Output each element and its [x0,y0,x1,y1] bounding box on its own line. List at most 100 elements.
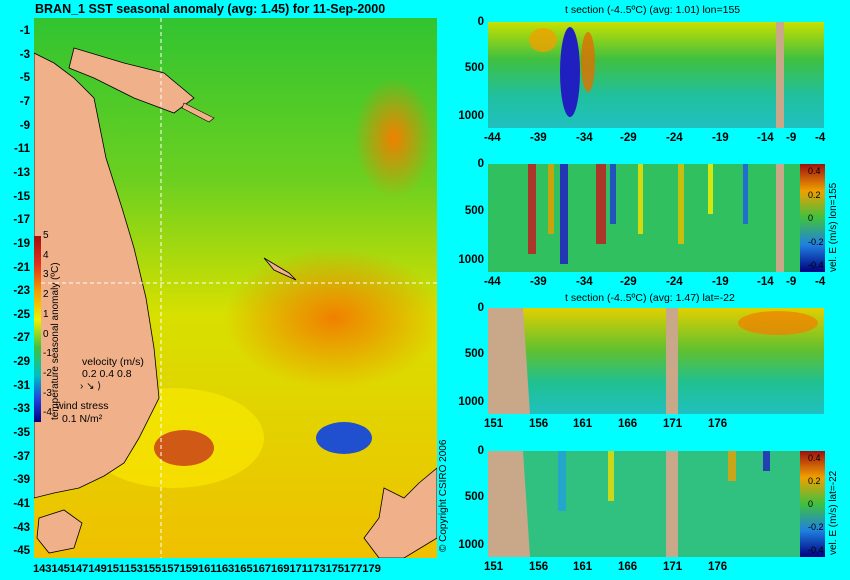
section-x-tick-label: 176 [708,418,728,430]
section-x-tick-label: -4 [815,132,826,144]
section-x-tick-label: -24 [666,132,683,144]
map-title: BRAN_1 SST seasonal anomaly (avg: 1.45) … [35,2,386,16]
cold-anomaly-patch [316,422,372,454]
depth-tick-label: 0 [477,158,484,170]
section-x-tick-label: -44 [484,276,501,288]
panel2-section[interactable] [488,164,800,272]
depth-tick-label: 500 [464,348,484,360]
tasmania-landmass [36,509,83,554]
new-zealand-landmass [363,467,437,558]
section-x-tick-label: -9 [786,276,797,288]
section-x-tick-label: 151 [484,418,504,430]
section-x-tick-label: -19 [712,276,729,288]
section-x-tick-label: 166 [618,561,638,573]
panel4-side-label: vel. E (m/s) lat=-22 [828,470,839,555]
map-colorbar-tick: 2 [43,289,49,301]
depth-tick-label: 500 [464,62,484,74]
solomon-islands [181,102,215,123]
warm-anomaly-patch [224,248,437,388]
velocity-colorbar-tick: 0 [808,499,814,509]
section-x-tick-label: 161 [573,561,593,573]
latitude-tick-label: -41 [13,498,30,510]
velocity-colorbar-tick: 0.4 [808,453,821,463]
latitude-tick-label: -23 [13,285,30,298]
map-colorbar-tick: 4 [43,249,49,261]
map-colorbar-tick: 3 [43,269,49,281]
latitude-tick-label: -27 [13,332,30,345]
section-x-tick-label: -39 [530,276,547,288]
velocity-key-values: 0.2 0.4 0.8 [82,368,132,380]
depth-tick-label: 0 [477,302,484,314]
section-x-tick-label: 151 [484,561,504,573]
latitude-tick-label: -29 [13,356,30,369]
map-colorbar-tick: -4 [43,407,52,419]
section-x-tick-label: -29 [620,276,637,288]
section-x-tick-label: 156 [529,418,549,430]
panel4-colorbar [800,451,825,557]
section-x-tick-label: -39 [530,132,547,144]
section-x-tick-label: -9 [786,132,797,144]
panel1-title: t section (-4..5ºC) (avg: 1.01) lon=155 [565,4,741,16]
map-colorbar-label: temperature seasonal anomaly (ºC) [50,262,61,420]
warm-anomaly-patch [354,78,434,198]
velocity-colorbar-tick: -0.2 [808,522,824,532]
section-x-tick-label: -14 [757,276,774,288]
section-x-tick-label: -29 [620,132,637,144]
latitude-tick-label: -9 [19,119,30,132]
sst-map[interactable] [34,18,437,558]
map-colorbar-tick: 5 [43,230,49,241]
latitude-tick-label: -13 [13,166,30,179]
velocity-colorbar-tick: 0.2 [808,476,821,486]
latitude-tick-label: -37 [13,450,30,463]
latitude-tick-label: -35 [13,427,30,440]
panel2-colorbar [800,164,825,272]
section-x-tick-label: -24 [666,276,683,288]
velocity-colorbar-tick: -0.4 [808,545,824,555]
latitude-tick-label: -7 [19,95,30,108]
section-x-tick-label: 161 [573,418,593,430]
longitude-axis: 1431451471491511531551571591611631651671… [33,563,381,575]
velocity-key-arrows: › ↘ ⟩ [80,381,102,392]
latitude-tick-label: -43 [13,521,30,534]
wind-stress-key-value: 0.1 N/m² [62,413,103,425]
panel3-title: t section (-4..5ºC) (avg: 1.47) lat=-22 [565,292,735,304]
map-colorbar-tick: -2 [43,367,52,379]
latitude-tick-label: -21 [13,261,30,274]
latitude-tick-label: -25 [13,308,30,321]
panel1-section[interactable] [488,22,824,128]
depth-tick-label: 0 [477,16,484,28]
latitude-tick-label: -31 [13,379,30,392]
panel4-section[interactable] [488,451,800,557]
map-colorbar-tick: 1 [43,308,49,320]
section-x-tick-label: -4 [815,276,826,288]
new-caledonia-landmass [263,257,297,281]
section-x-tick-label: 171 [663,418,683,430]
new-guinea-landmass [68,47,195,114]
depth-tick-label: 500 [464,491,484,503]
section-x-tick-label: -44 [484,132,501,144]
latitude-tick-label: -17 [13,214,30,227]
depth-tick-label: 1000 [458,396,484,408]
depth-tick-label: 1000 [458,110,484,122]
latitude-tick-label: -39 [13,474,30,487]
velocity-colorbar-tick: 0.4 [808,166,821,176]
section-x-tick-label: -34 [576,132,593,144]
panel2-side-label: vel. E (m/s) lon=155 [828,182,839,272]
copyright-text: © Copyright CSIRO 2006 [438,439,449,552]
map-colorbar [34,236,41,422]
wind-stress-key-label: wind stress [56,400,109,412]
latitude-tick-label: -3 [19,48,30,61]
latitude-tick-label: -5 [19,72,30,85]
map-colorbar-tick: 0 [43,328,49,340]
velocity-colorbar-tick: -0.4 [808,260,824,270]
depth-tick-label: 0 [477,445,484,457]
section-x-tick-label: -14 [757,132,774,144]
hot-anomaly-patch [154,430,214,466]
depth-tick-label: 1000 [458,254,484,266]
velocity-colorbar-tick: 0.2 [808,189,821,200]
panel3-section[interactable] [488,308,824,414]
section-x-tick-label: -19 [712,132,729,144]
depth-tick-label: 1000 [458,539,484,551]
section-x-tick-label: 166 [618,418,638,430]
velocity-key-label: velocity (m/s) [82,356,144,368]
